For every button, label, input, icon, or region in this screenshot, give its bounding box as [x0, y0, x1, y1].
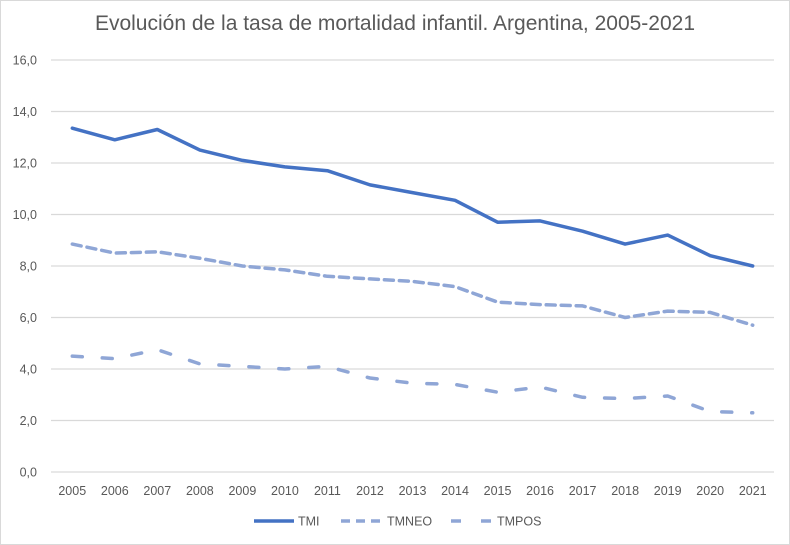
- legend-label: TMI: [298, 515, 320, 529]
- y-tick-label: 0,0: [20, 466, 37, 480]
- y-tick-label: 8,0: [20, 260, 37, 274]
- series-line-tmneo: [70, 242, 755, 327]
- x-tick-label: 2019: [654, 484, 682, 498]
- series-lines: [70, 126, 755, 415]
- legend-label: TMNEO: [387, 515, 432, 529]
- chart-title: Evolución de la tasa de mortalidad infan…: [94, 12, 696, 35]
- y-tick-label: 16,0: [13, 54, 37, 68]
- legend-item-tmpos: TMPOS: [451, 515, 541, 529]
- x-tick-label: 2006: [101, 484, 129, 498]
- x-tick-label: 2012: [356, 484, 384, 498]
- x-tick-label: 2007: [143, 484, 171, 498]
- gridlines: [51, 59, 774, 473]
- y-tick-label: 6,0: [20, 311, 37, 325]
- x-tick-label: 2011: [314, 484, 341, 498]
- y-tick-label: 10,0: [13, 208, 37, 222]
- x-tick-label: 2020: [696, 484, 724, 498]
- x-tick-label: 2010: [271, 484, 299, 498]
- x-tick-label: 2021: [739, 484, 767, 498]
- x-tick-label: 2015: [484, 484, 512, 498]
- legend-item-tmneo: TMNEO: [341, 515, 432, 529]
- x-tick-label: 2008: [186, 484, 214, 498]
- x-tick-label: 2016: [526, 484, 554, 498]
- legend-label: TMPOS: [497, 515, 541, 529]
- legend-item-tmi: TMI: [254, 515, 320, 529]
- y-tick-label: 2,0: [20, 414, 37, 428]
- x-tick-label: 2013: [399, 484, 427, 498]
- x-axis-ticks: 2005 2006 2007 2008 2009 2010 2011 2012 2013 2014…: [58, 484, 766, 498]
- legend: TMI TMNEO TMPOS: [254, 515, 541, 529]
- y-tick-label: 4,0: [20, 363, 37, 377]
- x-tick-label: 2009: [228, 484, 256, 498]
- series-line-tmi: [70, 126, 755, 268]
- x-tick-label: 2014: [441, 484, 469, 498]
- y-tick-label: 14,0: [13, 105, 37, 119]
- x-tick-label: 2005: [58, 484, 86, 498]
- x-tick-label: 2017: [569, 484, 597, 498]
- series-line-tmpos: [70, 347, 755, 415]
- x-tick-label: 2018: [611, 484, 639, 498]
- y-tick-label: 12,0: [13, 157, 37, 171]
- y-axis-ticks: 0,0 2,0 4,0 6,0 8,0 10,0 12,0 14,0 16,0: [13, 54, 37, 480]
